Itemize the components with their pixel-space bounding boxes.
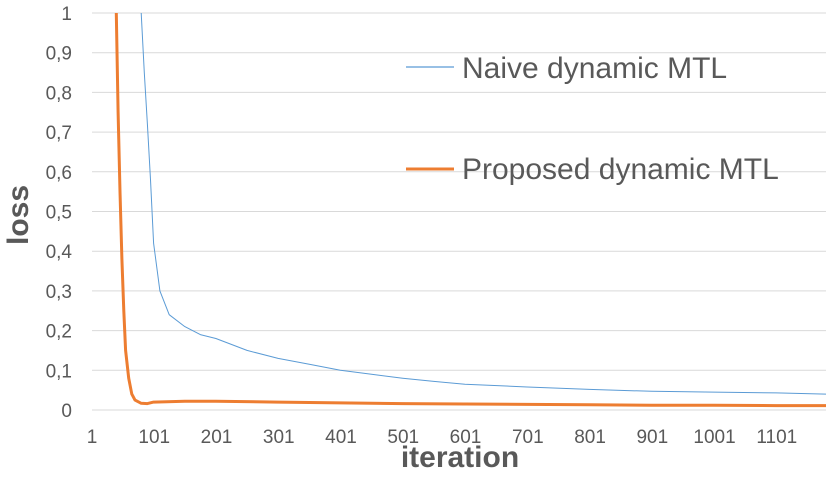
- series-line-proposed: [114, 12, 826, 408]
- legend-label-proposed: Proposed dynamic MTL: [462, 153, 779, 186]
- y-tick-label: 0,4: [46, 242, 73, 263]
- legend-item-naive: Naive dynamic MTL: [406, 52, 727, 85]
- legend-item-proposed: Proposed dynamic MTL: [406, 153, 779, 186]
- x-tick-label: 801: [574, 427, 606, 448]
- x-tick-label: 101: [138, 427, 170, 448]
- y-axis-ticks: 0 0,1 0,2 0,3 0,4 0,5 0,6 0,7 0,8 0,9 1: [46, 4, 73, 422]
- series-line-naive: [140, 12, 827, 395]
- x-tick-label: 1101: [756, 427, 797, 448]
- y-tick-label: 0,1: [46, 361, 72, 382]
- x-axis-ticks: 1 101 201 301 401 501 601 701 801 901 1001 1101: [87, 427, 798, 448]
- x-tick-label: 501: [387, 427, 419, 448]
- x-tick-label: 201: [201, 427, 233, 448]
- y-tick-label: 0,3: [46, 282, 72, 303]
- y-axis-title: loss: [2, 185, 35, 245]
- x-tick-label: 1001: [693, 427, 735, 448]
- x-tick-label: 701: [512, 427, 544, 448]
- y-tick-label: 0,9: [46, 44, 72, 65]
- y-tick-label: 1: [61, 4, 72, 25]
- series-lines: [114, 12, 827, 408]
- y-tick-label: 0,2: [46, 322, 72, 343]
- x-tick-label: 1: [87, 427, 98, 448]
- y-tick-label: 0,7: [46, 123, 72, 144]
- y-tick-label: 0,8: [46, 83, 72, 104]
- x-tick-label: 401: [325, 427, 357, 448]
- legend-label-naive: Naive dynamic MTL: [462, 52, 727, 85]
- y-tick-label: 0: [61, 401, 72, 422]
- y-tick-label: 0,6: [46, 163, 72, 184]
- x-tick-label: 901: [636, 427, 668, 448]
- legend: Naive dynamic MTL Proposed dynamic MTL: [406, 52, 779, 186]
- y-tick-label: 0,5: [46, 203, 72, 224]
- x-tick-label: 601: [450, 427, 482, 448]
- gridlines: [92, 12, 826, 411]
- x-axis-title: iteration: [401, 441, 519, 474]
- x-tick-label: 301: [263, 427, 295, 448]
